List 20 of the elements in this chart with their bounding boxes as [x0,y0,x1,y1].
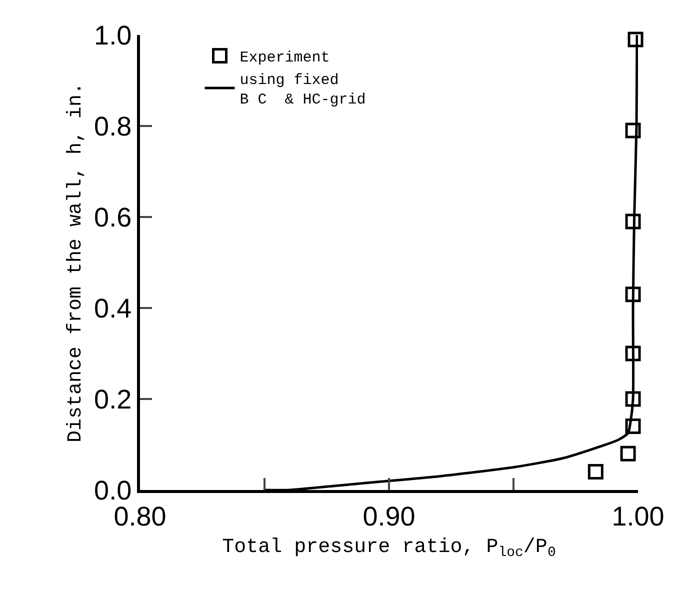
x-axis-title: Total pressure ratio, P$_{loc}$/P$_{0}$ [222,536,556,562]
point [625,214,641,230]
point [588,464,604,480]
point [625,418,641,434]
legend-label: Experiment [240,50,330,67]
y-axis-title: Distance from the wall, h, in. [64,82,88,443]
y-tick-label: 0.6 [94,202,132,232]
y-tick-label: 1.0 [94,20,132,50]
point [625,286,641,302]
y-tick-label: 0.2 [94,384,132,414]
legend-label: using fixed B C & HC-grid [240,72,366,109]
point [628,32,644,48]
point [625,122,641,138]
x-tick-label: 1.00 [612,501,664,532]
point [620,446,636,462]
x-tick-label: 0.90 [362,501,416,532]
point [625,391,641,407]
point [625,346,641,362]
y-tick-label: 0.4 [94,293,132,324]
y-tick-label: 0.8 [94,111,132,142]
